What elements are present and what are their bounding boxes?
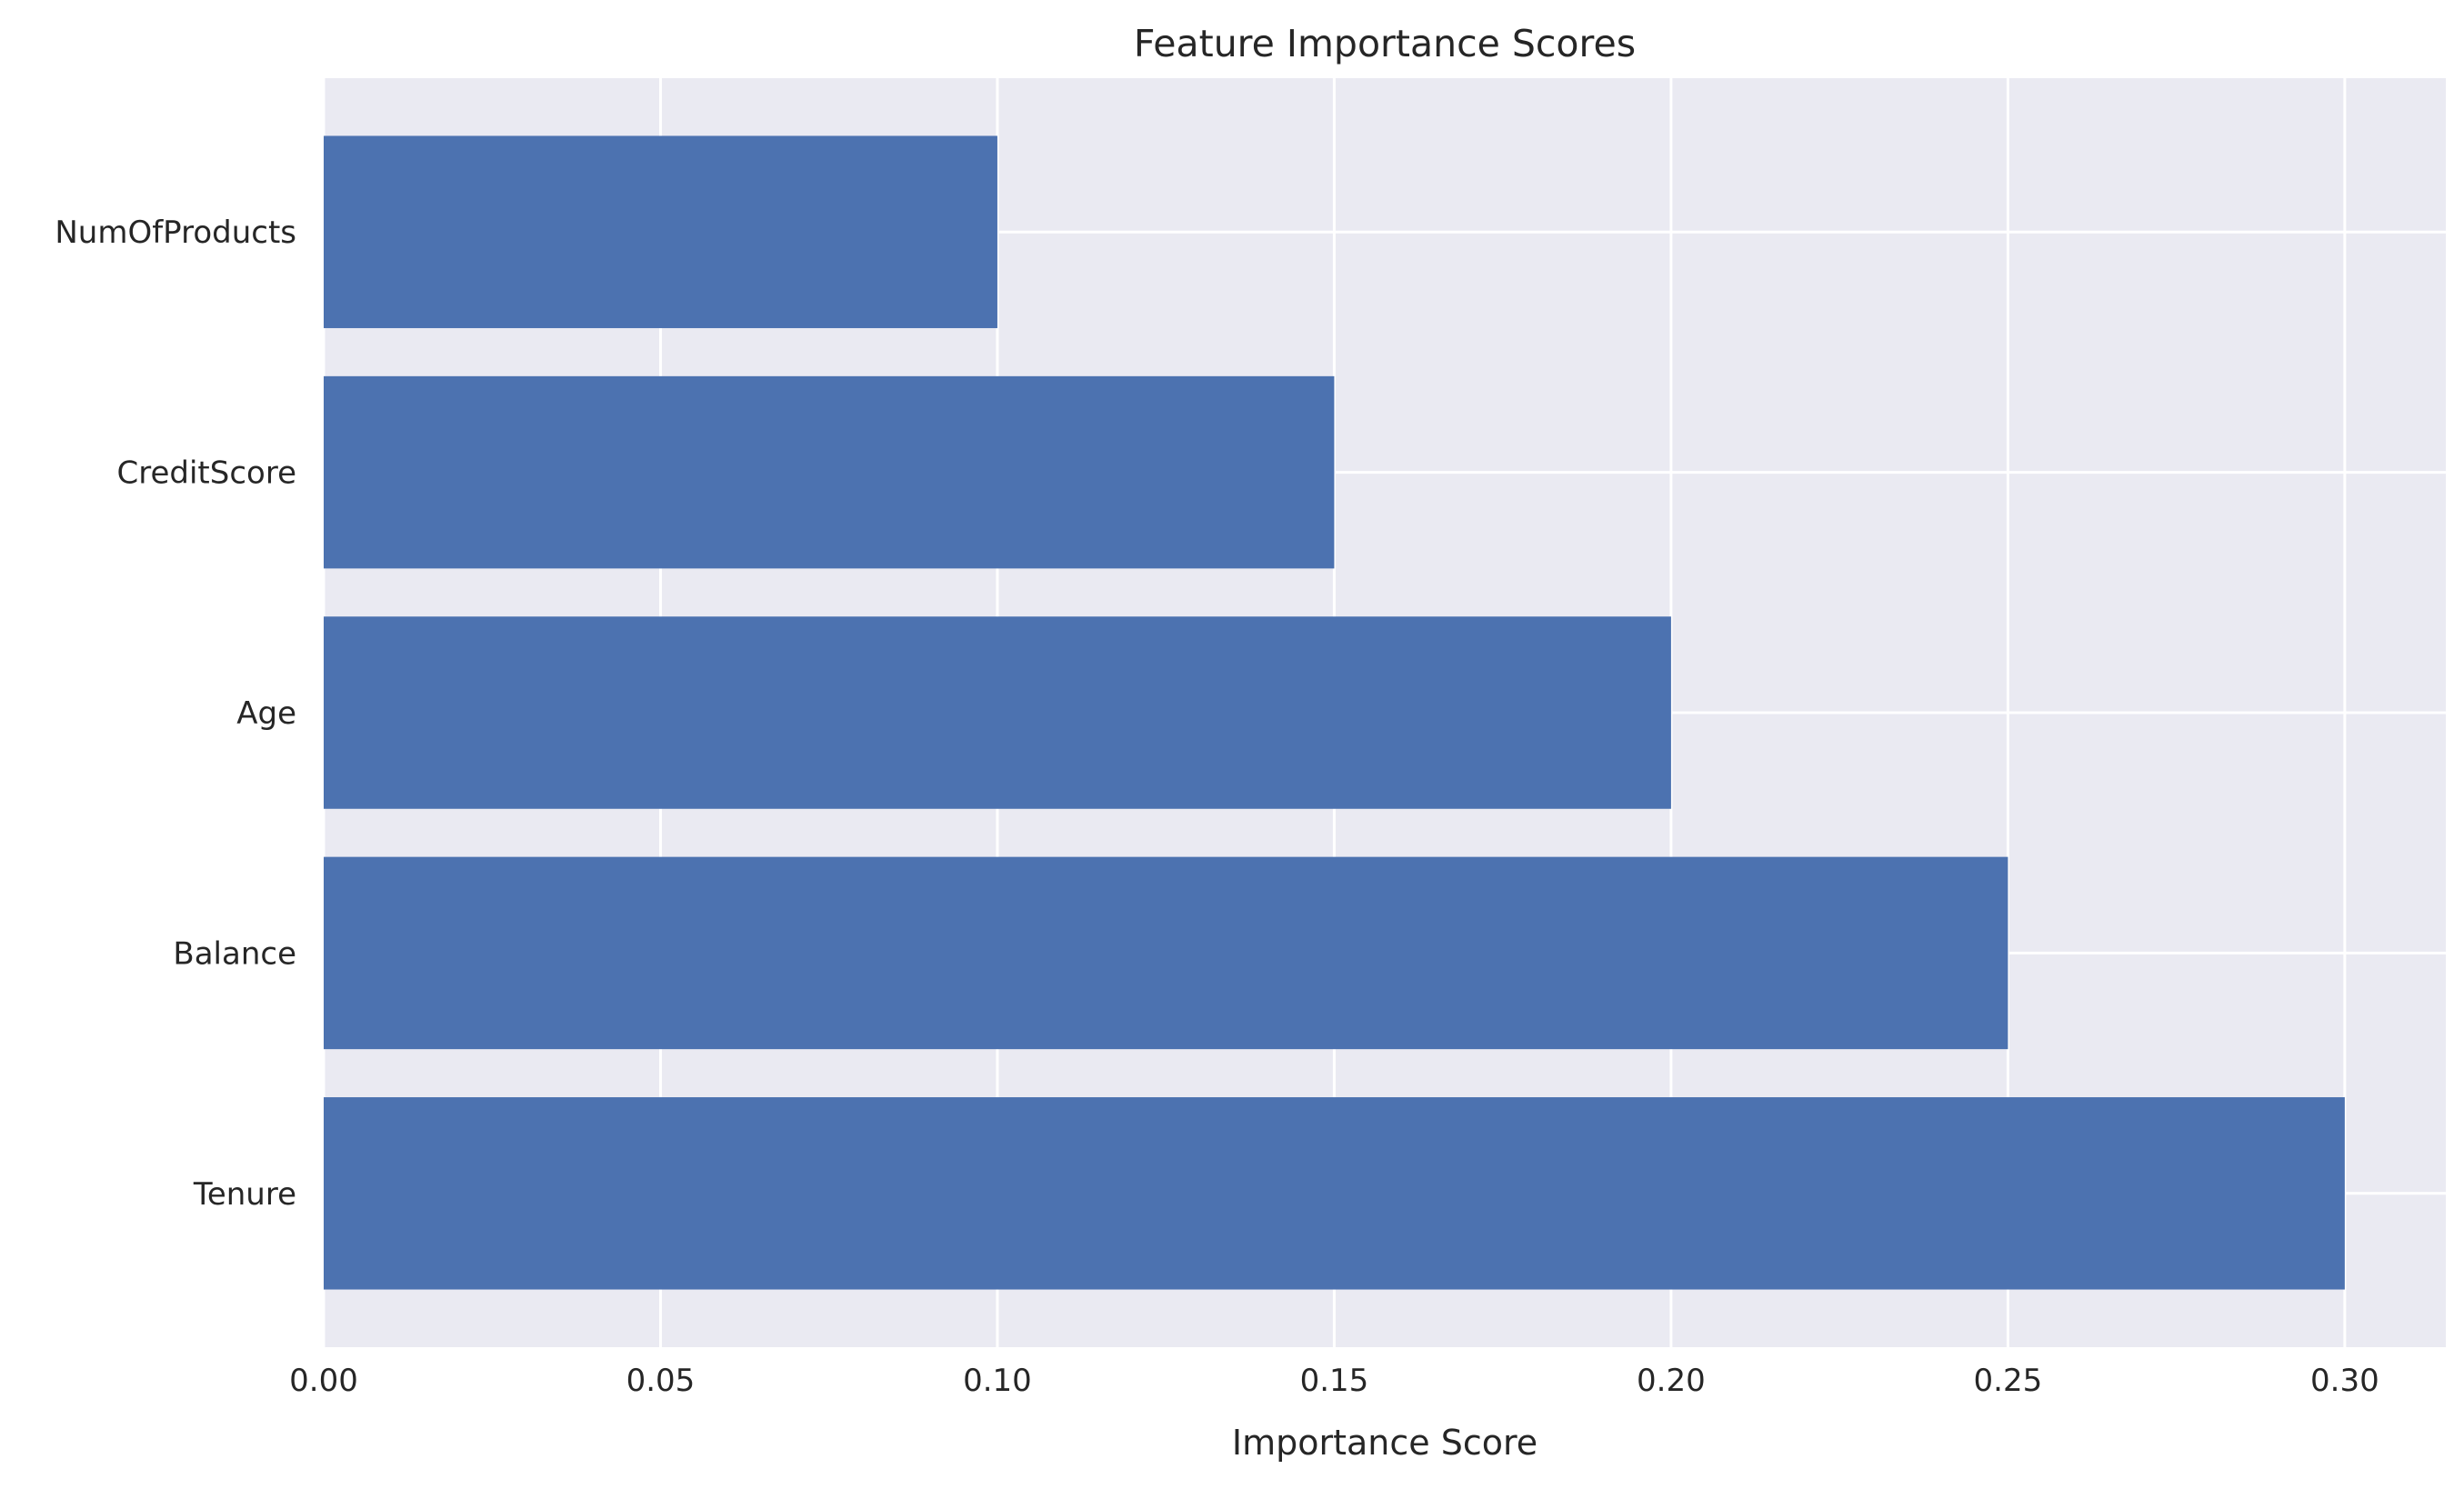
x-tick-label: 0.10 <box>963 1363 1032 1399</box>
x-tick-label: 0.30 <box>2310 1363 2379 1399</box>
bar-balance <box>324 856 2008 1050</box>
x-tick-label: 0.05 <box>626 1363 696 1399</box>
y-tick-labels: Tenure Balance Age CreditScore NumOfProducts <box>55 215 296 1213</box>
chart-title: Feature Importance Scores <box>1134 22 1636 65</box>
y-tick-label: NumOfProducts <box>55 215 296 251</box>
bar-tenure <box>324 1097 2345 1290</box>
x-axis-label: Importance Score <box>1232 1423 1537 1463</box>
bar-numofproducts <box>324 135 997 328</box>
bar-age <box>324 616 1671 809</box>
x-tick-label: 0.00 <box>289 1363 358 1399</box>
y-tick-label: Age <box>236 695 296 732</box>
bar-creditscore <box>324 375 1335 569</box>
y-tick-label: CreditScore <box>117 455 296 492</box>
x-tick-labels: 0.00 0.05 0.10 0.15 0.20 0.25 0.30 <box>289 1363 2379 1399</box>
x-tick-label: 0.15 <box>1300 1363 1369 1399</box>
y-tick-label: Balance <box>173 935 296 972</box>
x-tick-label: 0.20 <box>1637 1363 1706 1399</box>
x-tick-label: 0.25 <box>1974 1363 2043 1399</box>
y-tick-label: Tenure <box>193 1176 296 1213</box>
bars <box>324 135 2345 1290</box>
